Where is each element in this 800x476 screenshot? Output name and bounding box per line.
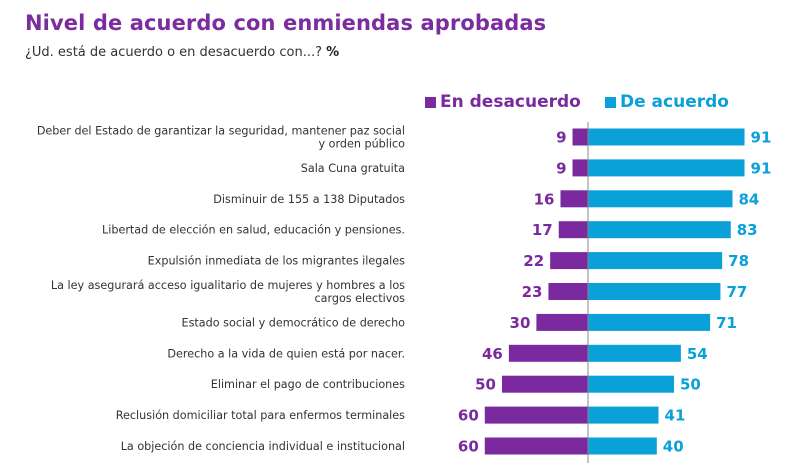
category-label-line: Eliminar el pago de contribuciones (211, 378, 405, 391)
value-label-desacuerdo: 22 (523, 252, 544, 270)
subtitle-text: ¿Ud. está de acuerdo o en desacuerdo con… (25, 45, 323, 60)
category-label: Derecho a la vida de quien está por nace… (167, 347, 405, 360)
category-label-line: Reclusión domiciliar total para enfermos… (116, 409, 405, 422)
bar-acuerdo (588, 437, 657, 455)
category-label-line: cargos electivos (314, 292, 405, 305)
subtitle-unit: % (326, 45, 340, 60)
bar-acuerdo (588, 159, 745, 177)
bar-acuerdo (588, 283, 721, 300)
bar-desacuerdo (508, 344, 588, 362)
value-label-desacuerdo: 17 (532, 221, 553, 239)
category-label-line: y orden público (318, 138, 405, 151)
value-label-desacuerdo: 23 (522, 283, 543, 301)
value-label-acuerdo: 50 (680, 376, 701, 394)
category-label-line: Derecho a la vida de quien está por nace… (167, 347, 405, 360)
value-label-desacuerdo: 9 (556, 159, 566, 177)
category-label: Sala Cuna gratuita (301, 162, 405, 175)
category-label-line: Estado social y democrático de derecho (182, 316, 406, 329)
bar-acuerdo (588, 313, 711, 331)
bar-desacuerdo (484, 406, 588, 424)
legend-label-desacuerdo: En desacuerdo (440, 92, 581, 112)
bar-acuerdo (588, 190, 733, 208)
value-label-acuerdo: 83 (737, 221, 758, 239)
bar-acuerdo (588, 406, 659, 424)
category-label: Libertad de elección en salud, educación… (102, 224, 405, 237)
legend-swatch-desacuerdo (425, 96, 436, 108)
value-label-acuerdo: 77 (726, 283, 747, 301)
value-label-acuerdo: 91 (751, 159, 772, 177)
bar-desacuerdo (536, 313, 588, 331)
category-label: Disminuir de 155 a 138 Diputados (213, 193, 405, 206)
bar-desacuerdo (560, 190, 588, 208)
legend-label-acuerdo: De acuerdo (620, 92, 729, 112)
bar-desacuerdo (572, 128, 588, 146)
value-label-acuerdo: 40 (663, 438, 684, 456)
bar-desacuerdo (550, 252, 588, 270)
legend-item-acuerdo: De acuerdo (605, 92, 729, 112)
legend-swatch-acuerdo (605, 96, 616, 108)
value-label-acuerdo: 41 (665, 407, 686, 425)
value-label-acuerdo: 54 (687, 345, 708, 363)
value-label-desacuerdo: 60 (458, 407, 479, 425)
category-label-line: Sala Cuna gratuita (301, 162, 405, 175)
value-label-acuerdo: 91 (751, 129, 772, 147)
bar-desacuerdo (502, 375, 588, 393)
category-label: Reclusión domiciliar total para enfermos… (116, 409, 405, 422)
category-label: La objeción de conciencia individual e i… (121, 440, 405, 453)
bar-desacuerdo (484, 437, 588, 455)
category-label: Eliminar el pago de contribuciones (211, 378, 405, 391)
bar-acuerdo (588, 344, 681, 362)
bar-acuerdo (588, 221, 731, 239)
chart-subtitle: ¿Ud. está de acuerdo o en desacuerdo con… (25, 45, 339, 60)
category-label-line: Deber del Estado de garantizar la seguri… (37, 125, 405, 138)
value-label-acuerdo: 78 (728, 252, 749, 270)
category-label: Expulsión inmediata de los migrantes ile… (148, 255, 405, 268)
value-label-desacuerdo: 50 (475, 376, 496, 394)
value-label-desacuerdo: 60 (458, 438, 479, 456)
bar-desacuerdo (572, 159, 588, 177)
category-label-line: Libertad de elección en salud, educación… (102, 224, 405, 237)
bar-acuerdo (588, 375, 674, 393)
legend-item-desacuerdo: En desacuerdo (425, 92, 581, 112)
value-label-desacuerdo: 9 (556, 129, 566, 147)
category-label-line: Disminuir de 155 a 138 Diputados (213, 193, 405, 206)
category-label-line: La objeción de conciencia individual e i… (121, 440, 405, 453)
bar-desacuerdo (558, 221, 588, 239)
value-label-acuerdo: 71 (716, 314, 737, 332)
bar-acuerdo (588, 252, 723, 270)
category-label-line: La ley asegurará acceso igualitario de m… (51, 279, 405, 292)
category-label-line: Expulsión inmediata de los migrantes ile… (148, 255, 405, 268)
value-label-desacuerdo: 46 (482, 345, 503, 363)
value-label-desacuerdo: 16 (534, 190, 555, 208)
category-label: Deber del Estado de garantizar la seguri… (37, 125, 405, 151)
value-label-desacuerdo: 30 (510, 314, 531, 332)
bar-acuerdo (588, 128, 745, 146)
category-label: La ley asegurará acceso igualitario de m… (51, 279, 405, 305)
category-label: Estado social y democrático de derecho (182, 316, 406, 329)
value-label-acuerdo: 84 (738, 190, 759, 208)
chart-title: Nivel de acuerdo con enmiendas aprobadas (25, 11, 547, 35)
bar-desacuerdo (548, 283, 588, 300)
